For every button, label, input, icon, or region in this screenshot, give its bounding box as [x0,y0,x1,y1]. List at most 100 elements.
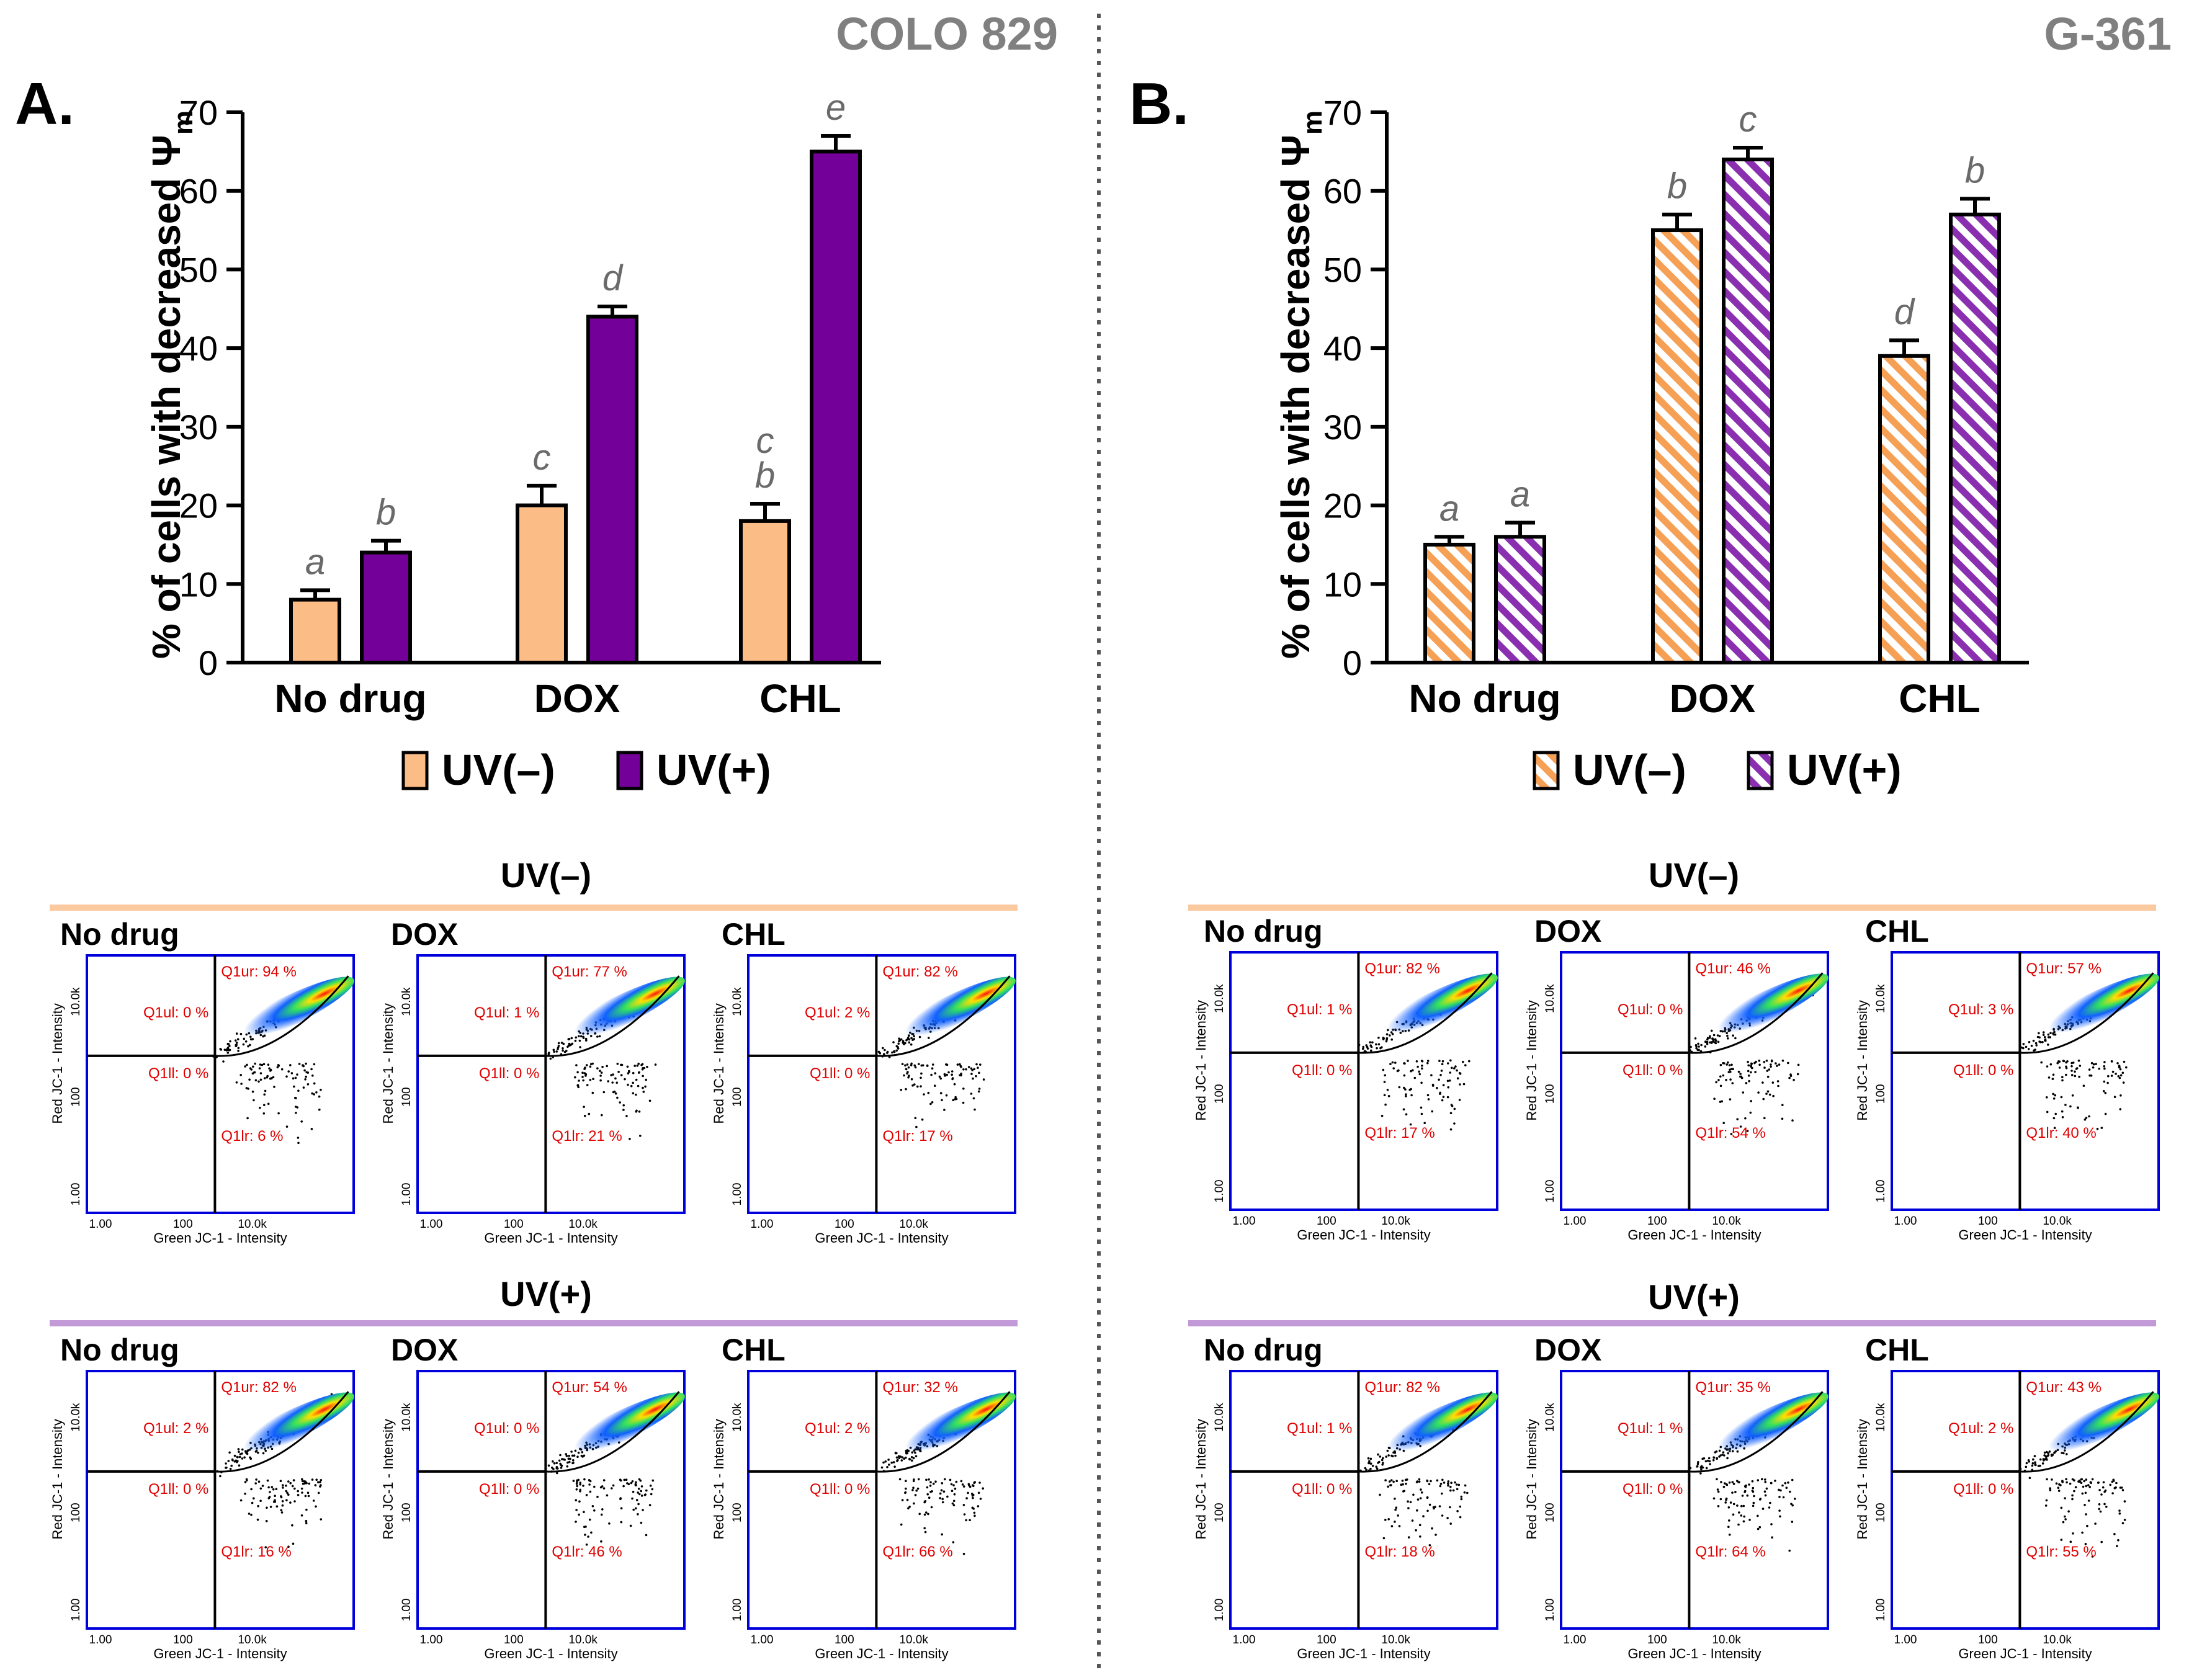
flow-density-band [550,1392,685,1463]
flow-dot [1748,1519,1751,1521]
flow-dot [928,1037,930,1039]
flow-dot [2061,1480,2064,1482]
flow-dot [931,1490,933,1493]
flow-dot [2069,1105,2072,1108]
flow-dot [965,1068,967,1071]
flow-dot [589,1480,592,1483]
flow-plot: Q1ur: 57 % Q1ul: 3 % Q1ll: 0 % Q1lr: 40 % 1.… [1855,951,2160,1243]
flow-dot [929,1481,932,1483]
flow-dot [1453,1067,1456,1070]
flow-dot [2064,1515,2066,1518]
flow-dot [547,1464,550,1467]
flow-dot [953,1083,956,1086]
flow-dot [256,1518,259,1521]
quadrant-label-lr: Q1lr: 54 % [1695,1125,1765,1142]
x-tick-label: 100 [173,1218,193,1231]
flow-dot [905,1068,908,1071]
quadrant-label-ll: Q1ll: 0 % [148,1481,208,1498]
flow-dot [1370,1045,1373,1048]
flow-dot [2022,1043,2025,1045]
flow-dot [2103,1090,2105,1092]
flow-dot [1738,1511,1740,1514]
flow-dot [913,1478,915,1481]
flow-dot [638,1110,641,1113]
flow-dot [1713,1097,1716,1100]
flow-dot [583,1068,586,1070]
bar [1651,228,1703,665]
flow-dot [1431,1527,1433,1530]
flow-dot [1449,1128,1453,1131]
flow-dot [305,1519,308,1522]
flow-dot [599,1075,602,1077]
flow-dot [616,1063,619,1065]
y-tick-label: 10.0k [731,1403,744,1432]
flow-dot [290,1072,293,1075]
flow-dot [2051,1078,2054,1080]
y-axis-label-a: % of cells with decreased Ψm [144,110,199,659]
plot-title: DOX [1534,1333,1601,1367]
flow-dot [2047,1043,2049,1046]
flow-dot [562,1049,564,1052]
flow-dot [923,1513,926,1516]
flow-dot [620,1507,623,1509]
flow-dot [1446,1517,1449,1519]
legend-swatch-uvplus-b [1747,751,1774,790]
legend-label-uvplus-a: UV(+) [656,746,771,794]
flow-dot [300,1487,303,1490]
flow-dot [292,1542,295,1545]
flow-dot [1382,1068,1385,1071]
flow-dot [1740,1504,1743,1508]
flow-dot [553,1050,555,1053]
flow-dot [2052,1073,2055,1076]
flow-dot [2121,1489,2124,1491]
x-tick-label: 10.0k [1381,1215,1410,1228]
flow-dot [2034,1463,2036,1465]
flow-dot [1765,1487,1768,1490]
flow-dot [2099,1510,2102,1513]
flow-dot [2058,1066,2061,1069]
flow-dot [237,1047,240,1050]
quadrant-label-ll: Q1ll: 0 % [1953,1062,2013,1079]
flow-dot [2098,1508,2100,1511]
flow-dot [274,1501,277,1503]
flow-dot [2085,1478,2088,1481]
flow-dot [1722,1122,1725,1124]
quadrant-label-ur: Q1ur: 32 % [882,1379,957,1396]
flow-dot [1753,1495,1755,1498]
flow-dot [600,1071,603,1074]
flow-dot [1750,1071,1752,1074]
flow-dot [1405,1095,1407,1097]
flow-dot [1742,1504,1745,1508]
flow-dot [2117,1075,2120,1078]
flow-dot [934,1480,937,1483]
flow-dot [637,1513,639,1516]
flow-dot [2107,1075,2110,1078]
flow-dot [978,1481,981,1484]
flow-dot [577,1086,580,1089]
y-tick-label: 10.0k [731,987,744,1016]
quadrant-label-ul: Q1ul: 0 % [1618,1001,1683,1018]
flow-dot [1412,1069,1414,1071]
flow-dot [602,1091,606,1094]
y-tick-label: 30 [1323,408,1362,447]
flow-dot [1709,1463,1711,1465]
flow-dot [1731,1082,1734,1084]
flow-dot [1447,1086,1449,1089]
flow-dot [1459,1505,1462,1508]
flow-dot [279,1480,282,1482]
flow-dot [901,1499,904,1501]
flow-dot [940,1489,943,1491]
flow-dot [628,1071,630,1073]
significance-letter: e [826,87,846,128]
quadrant-gate-curve [876,975,1011,1057]
quadrant-gate-curve [2020,972,2154,1054]
flow-dot [2066,1060,2069,1063]
flow-dot [925,1511,928,1514]
flow-dot [2074,1075,2077,1078]
y-tick-label: 0 [199,643,218,682]
flow-dot [608,1522,611,1525]
flow-dot [1403,1490,1405,1493]
flow-dot [1381,1114,1384,1117]
y-tick-label: 10.0k [1874,984,1887,1013]
y-tick-label: 1.00 [1213,1599,1226,1622]
